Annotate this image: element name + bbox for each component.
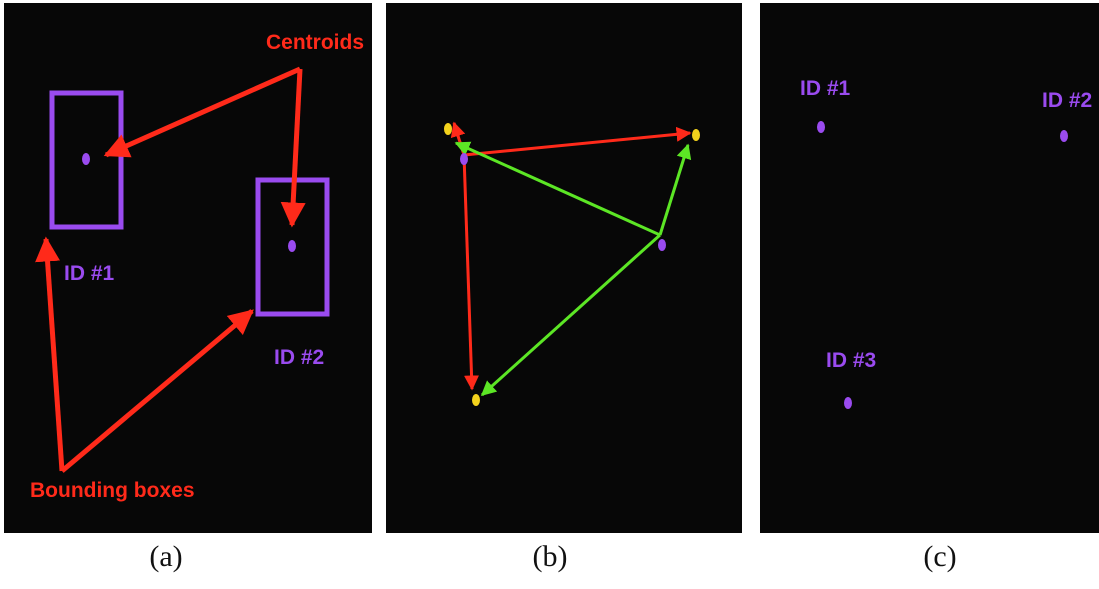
tracked-centroid-1 — [817, 121, 825, 133]
bounding-boxes-label: Bounding boxes — [30, 479, 195, 502]
new-centroid-1 — [444, 123, 452, 135]
id-label-1: ID #1 — [800, 77, 851, 100]
bounding-box-1 — [49, 90, 124, 230]
bbox-arrow-1 — [35, 236, 65, 472]
centroid-arrow-1 — [103, 66, 302, 158]
panel-b-drawing — [444, 121, 700, 406]
tracked-centroid-3 — [844, 397, 852, 409]
tracked-centroid-2 — [1060, 130, 1068, 142]
caption-b: (b) — [532, 540, 568, 573]
caption-a: (a) — [149, 540, 183, 573]
panel-a: ID #1 ID #2 Centroids Bounding boxes — [4, 3, 372, 533]
caption-c: (c) — [923, 540, 957, 573]
centroid-arrow-2 — [280, 68, 306, 228]
panel-a-drawing: ID #1 ID #2 Centroids Bounding boxes — [30, 31, 364, 502]
new-centroid-2 — [692, 129, 700, 141]
panel-b — [386, 3, 742, 533]
distance-arrow-red-3 — [462, 154, 480, 391]
centroids-label: Centroids — [266, 31, 364, 54]
distance-arrow-green-1 — [454, 141, 661, 237]
existing-centroid-1 — [460, 153, 468, 165]
distance-arrow-green-3 — [480, 233, 662, 397]
existing-centroid-2 — [658, 239, 666, 251]
centroid-1 — [82, 153, 90, 165]
distance-arrow-red-1 — [450, 121, 466, 156]
id-label-3: ID #3 — [826, 349, 876, 372]
id-label-2: ID #2 — [1042, 89, 1092, 112]
panel-c: ID #1 ID #2 ID #3 — [760, 3, 1099, 533]
panel-c-drawing: ID #1 ID #2 ID #3 — [800, 77, 1092, 409]
id-label-1: ID #1 — [64, 262, 115, 285]
new-centroid-3 — [472, 394, 480, 406]
bbox-arrow-2 — [60, 309, 254, 473]
distance-arrow-green-2 — [658, 143, 692, 236]
id-label-2: ID #2 — [274, 346, 324, 369]
centroid-2 — [288, 240, 296, 252]
distance-arrow-red-2 — [463, 126, 692, 157]
